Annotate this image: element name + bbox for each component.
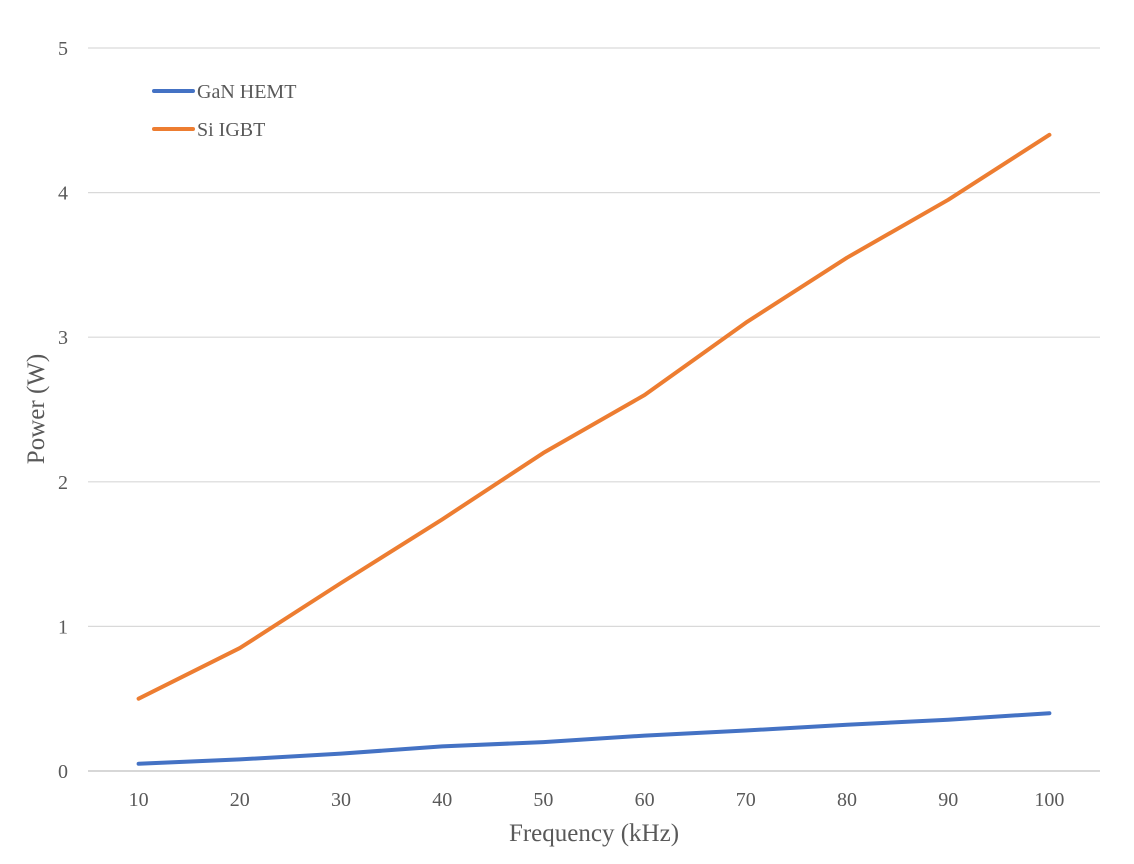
y-tick-label: 5 <box>58 38 68 60</box>
x-tick-label: 80 <box>837 789 857 811</box>
x-tick-label: 70 <box>736 789 756 811</box>
legend: GaN HEMT Si IGBT <box>152 81 296 141</box>
x-axis-title: Frequency (kHz) <box>509 820 679 847</box>
series-line-si-igbt <box>136 132 1052 701</box>
x-tick-labels: 10 20 30 40 50 60 70 80 90 100 <box>129 789 1065 811</box>
series-line-gan-hemt <box>136 711 1052 766</box>
x-tick-label: 60 <box>635 789 655 811</box>
x-tick-label: 100 <box>1034 789 1064 811</box>
series-lines <box>136 132 1052 766</box>
y-tick-label: 1 <box>58 616 68 638</box>
x-tick-label: 50 <box>533 789 553 811</box>
x-tick-label: 40 <box>432 789 452 811</box>
y-axis-title: Power (W) <box>23 354 50 464</box>
legend-label: GaN HEMT <box>197 81 296 103</box>
x-tick-label: 20 <box>230 789 250 811</box>
y-tick-label: 0 <box>58 761 68 783</box>
x-tick-label: 90 <box>938 789 958 811</box>
gridlines <box>88 47 1100 772</box>
legend-label: Si IGBT <box>197 119 265 141</box>
y-tick-label: 3 <box>58 327 68 349</box>
y-tick-label: 4 <box>58 183 68 205</box>
y-tick-label: 2 <box>58 472 68 494</box>
x-tick-label: 10 <box>129 789 149 811</box>
y-tick-labels: 0 1 2 3 4 5 <box>58 38 68 783</box>
x-tick-label: 30 <box>331 789 351 811</box>
